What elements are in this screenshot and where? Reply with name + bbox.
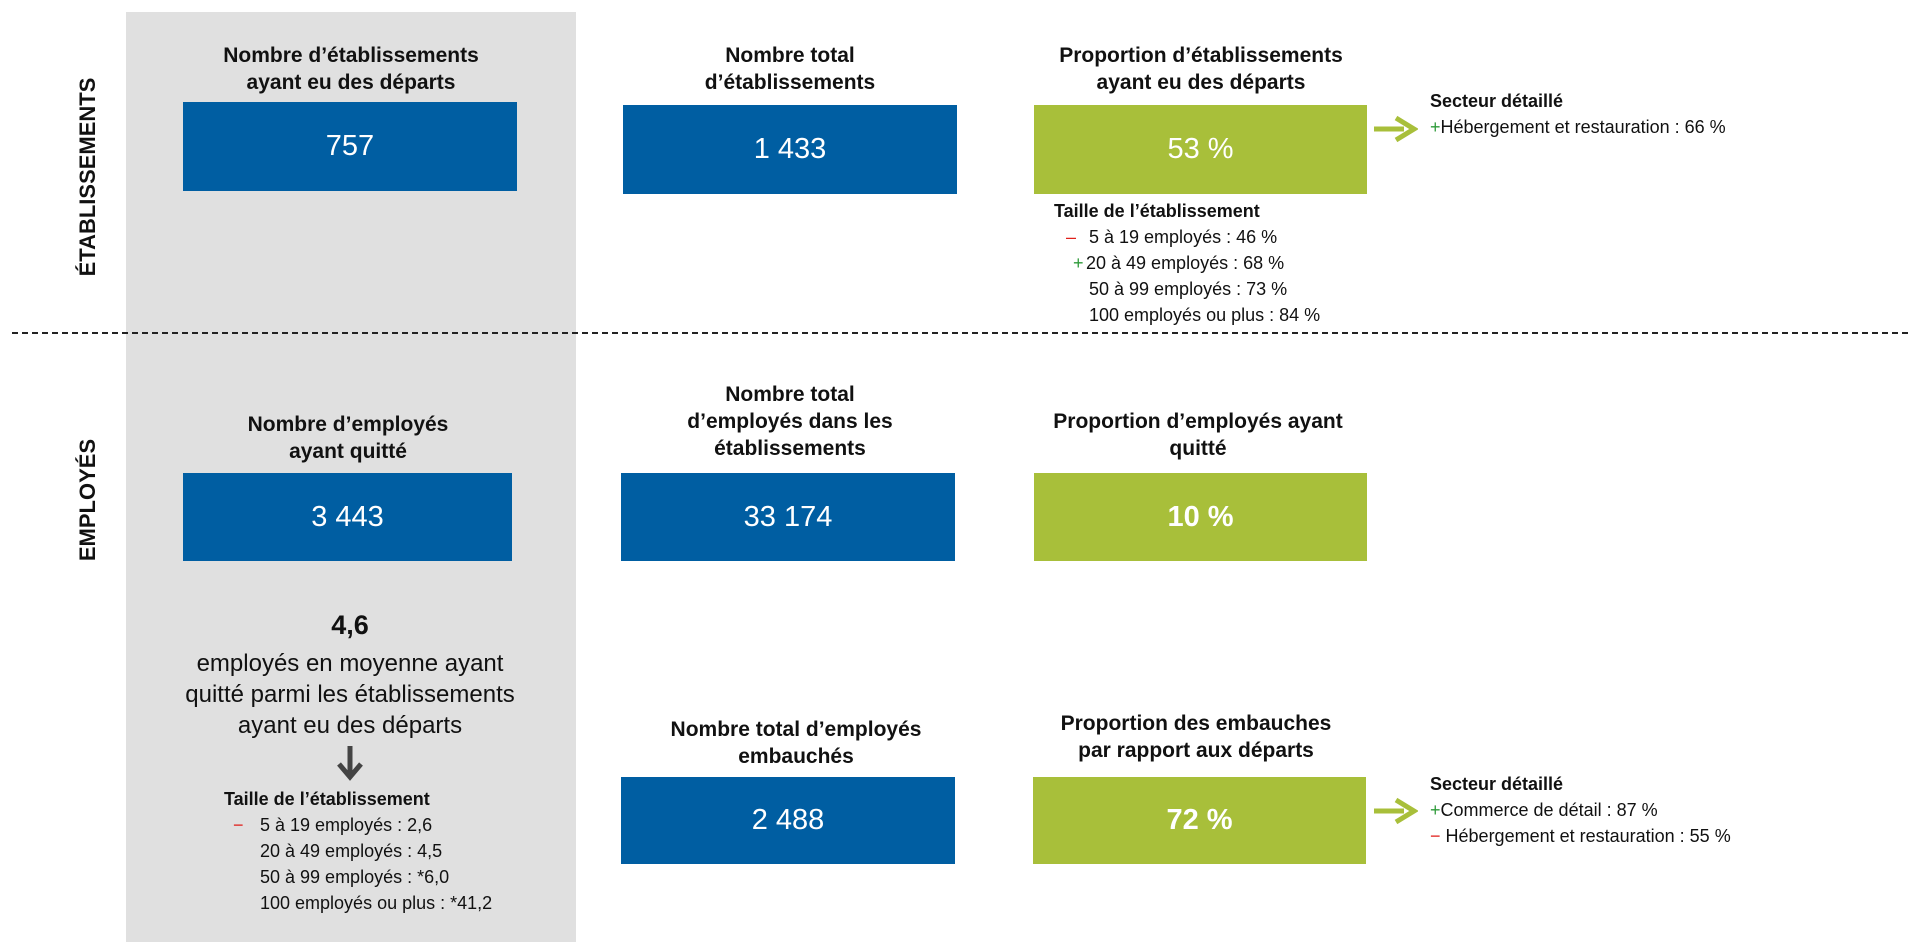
value-box: 3 443 <box>183 473 512 561</box>
text: + <box>1430 800 1441 820</box>
text: 100 employés ou plus : *41,2 <box>260 893 493 913</box>
text: 100 employés ou plus : 84 % <box>1089 305 1321 325</box>
value-box: 10 % <box>1034 473 1367 561</box>
text: établissements <box>714 437 866 460</box>
average-text: employés en moyenne ayant quitté parmi l… <box>185 648 514 741</box>
text: quitté <box>1169 437 1227 460</box>
text: quitté parmi les établissements <box>185 681 515 708</box>
text: embauchés <box>738 745 854 768</box>
text: par rapport aux départs <box>1078 739 1314 762</box>
value-box: 2 488 <box>621 777 955 864</box>
text: Secteur détaillé <box>1430 91 1564 111</box>
text: 5 à 19 employés : 2,6 <box>260 815 433 835</box>
arrow <box>1374 115 1418 143</box>
text: + <box>1073 253 1084 273</box>
text: Proportion d’établissements <box>1059 44 1343 67</box>
value-box: 53 % <box>1034 105 1367 194</box>
section-label: ÉTABLISSEMENTS <box>75 77 100 277</box>
card-title: Nombre d’employés ayant quitté <box>248 411 449 465</box>
text: ayant eu des départs <box>237 712 463 739</box>
card-title: Nombre total d’établissements <box>705 42 875 96</box>
text: d’employés dans les <box>687 410 893 433</box>
text: d’établissements <box>704 71 876 94</box>
text: Proportion d’employés ayant <box>1053 410 1343 433</box>
text: Secteur détaillé <box>1430 774 1564 794</box>
text: Taille de l’établissement <box>1054 201 1260 221</box>
text: Nombre d’établissements <box>223 44 479 67</box>
text: + <box>1430 117 1441 137</box>
arrow <box>1374 797 1418 825</box>
text: Commerce de détail : 87 % <box>1440 800 1658 820</box>
text: Nombre d’employés <box>247 413 449 436</box>
text: 20 à 49 employés : 4,5 <box>260 841 443 861</box>
divider <box>12 332 1912 334</box>
text: 20 à 49 employés : 68 % <box>1086 253 1285 273</box>
average-value: 4,6 <box>331 610 369 640</box>
text: Nombre total d’employés <box>670 718 922 741</box>
text: – <box>1066 227 1077 247</box>
text: Proportion des embauches <box>1060 712 1332 735</box>
text: Hébergement et restauration : 66 % <box>1440 117 1726 137</box>
down-arrow <box>337 746 363 781</box>
card-title: Proportion d’établissements ayant eu des … <box>1059 42 1343 96</box>
text: ayant quitté <box>289 440 407 463</box>
text: Taille de l’établissement <box>224 789 430 809</box>
value-box: 757 <box>183 102 517 191</box>
card-title: Proportion d’employés ayant quitté <box>1053 408 1342 462</box>
text: Nombre total <box>725 44 855 67</box>
card-title: Proportion des embauches par rapport aux … <box>1061 710 1332 764</box>
sector-detail: Secteur détaillé +Hébergement et restaur… <box>1430 88 1726 140</box>
text: employés en moyenne ayant <box>196 650 504 677</box>
section-label: EMPLOYÉS <box>75 438 100 562</box>
size-detail: Taille de l’établissement −5 à 19 employ… <box>224 786 564 916</box>
text: Hébergement et restauration : 55 % <box>1445 826 1731 846</box>
card-title: Nombre d’établissements ayant eu des dépa… <box>223 42 479 96</box>
text: 5 à 19 employés : 46 % <box>1089 227 1278 247</box>
text: − <box>1430 826 1441 846</box>
card-title: Nombre total d’employés dans les établisse… <box>687 381 892 462</box>
text: − <box>233 815 244 835</box>
value-box: 1 433 <box>623 105 957 194</box>
size-detail: Taille de l’établissement –5 à 19 employ… <box>1054 198 1374 328</box>
text: ayant eu des départs <box>1096 71 1306 94</box>
text: 50 à 99 employés : 73 % <box>1089 279 1288 299</box>
sector-detail: Secteur détaillé +Commerce de détail : 8… <box>1430 771 1731 849</box>
text: ayant eu des départs <box>246 71 456 94</box>
text: Nombre total <box>725 383 855 406</box>
text: 50 à 99 employés : *6,0 <box>260 867 450 887</box>
card-title: Nombre total d’employés embauchés <box>671 716 922 770</box>
value-box: 33 174 <box>621 473 955 561</box>
value-box: 72 % <box>1033 777 1366 864</box>
